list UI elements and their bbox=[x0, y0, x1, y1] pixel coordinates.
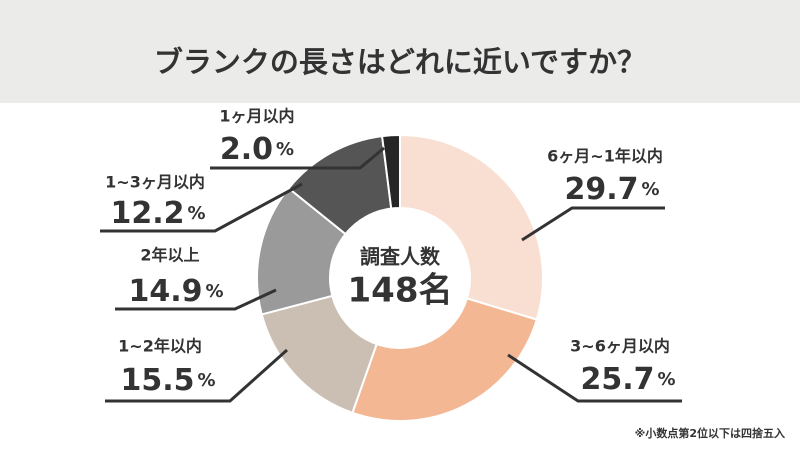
donut-slice bbox=[380, 133, 401, 210]
value-label: 12.2% bbox=[110, 196, 205, 231]
value-label: 25.7% bbox=[580, 362, 675, 397]
center-total: 148名 bbox=[348, 271, 453, 311]
leader-line bbox=[115, 288, 277, 311]
value-label: 15.5% bbox=[120, 363, 215, 398]
category-label: 1~3ヶ月以内 bbox=[105, 173, 205, 192]
value-label: 29.7% bbox=[564, 172, 659, 207]
header-band bbox=[0, 0, 800, 103]
category-label: 1~2年以内 bbox=[118, 337, 202, 356]
leader-line bbox=[100, 182, 303, 233]
donut-slice bbox=[351, 297, 539, 422]
value-label: 2.0% bbox=[220, 132, 294, 167]
donut-slice bbox=[399, 133, 544, 321]
category-label: 2年以上 bbox=[140, 246, 199, 265]
chart-title: ブランクの長さはどれに近いですか？ bbox=[154, 45, 646, 79]
leader-line bbox=[210, 146, 385, 170]
category-label: 3~6ヶ月以内 bbox=[570, 337, 670, 356]
value-label: 14.9% bbox=[128, 274, 223, 309]
leader-line bbox=[507, 353, 682, 403]
donut bbox=[256, 133, 544, 422]
leader-line bbox=[521, 206, 665, 242]
category-label: 6ヶ月~1年以内 bbox=[547, 147, 663, 166]
category-label: 1ヶ月以内 bbox=[219, 107, 294, 126]
footnote: ※小数点第2位以下は四捨五入 bbox=[635, 426, 785, 440]
center-title: 調査人数 bbox=[360, 245, 441, 269]
donut-slice bbox=[260, 294, 378, 415]
leader-line bbox=[105, 348, 289, 403]
